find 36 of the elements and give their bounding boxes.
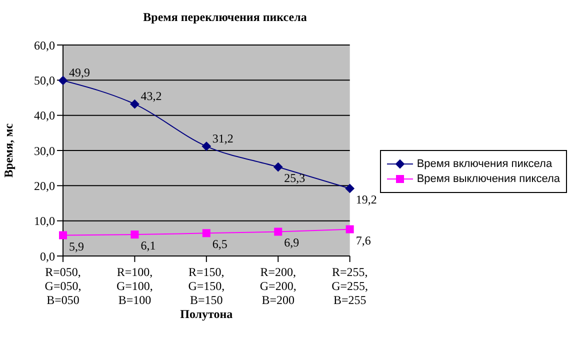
data-label: 6,9 (284, 236, 300, 250)
data-label: 31,2 (212, 131, 234, 146)
data-label: 43,2 (140, 89, 162, 104)
y-tick-label: 0,0 (40, 249, 55, 264)
point (346, 225, 354, 234)
point (274, 162, 283, 172)
y-tick-label: 50,0 (34, 73, 55, 88)
x-tick-label: R=050, G=050, B=050 (44, 265, 82, 307)
x-tick-label: R=200, G=200, B=200 (260, 265, 296, 307)
x-tick-label: R=150, G=150, B=150 (188, 265, 225, 307)
data-label: 6,5 (212, 237, 228, 252)
y-tick-label: 60,0 (34, 38, 55, 52)
x-axis-title: Полутона (180, 307, 233, 321)
x-tick-label: R=100, G=100, B=100 (116, 265, 153, 307)
data-label: 6,1 (140, 238, 156, 253)
data-label: 5,9 (69, 239, 84, 254)
point (202, 142, 211, 151)
legend-label: Время выключения пиксела (416, 172, 560, 184)
point (274, 228, 282, 236)
legend-label: Время включения пиксела (416, 158, 552, 170)
data-label: 25,3 (284, 171, 306, 186)
point (59, 231, 67, 240)
data-label: 19,2 (356, 192, 377, 206)
y-tick-label: 20,0 (34, 178, 55, 193)
point (130, 100, 140, 109)
point (345, 184, 354, 193)
point (202, 229, 210, 238)
data-label: 49,9 (69, 66, 90, 80)
y-tick-label: 10,0 (34, 214, 55, 228)
chart-title: Время переключения пиксела (142, 10, 308, 25)
y-axis-title: Время, мс (1, 122, 16, 178)
x-tick-label: R=255, G=255, B=255 (332, 265, 368, 307)
y-tick-label: 40,0 (34, 108, 55, 123)
y-tick-label: 30,0 (34, 144, 55, 158)
point (130, 230, 139, 239)
data-label: 7,6 (356, 233, 371, 248)
